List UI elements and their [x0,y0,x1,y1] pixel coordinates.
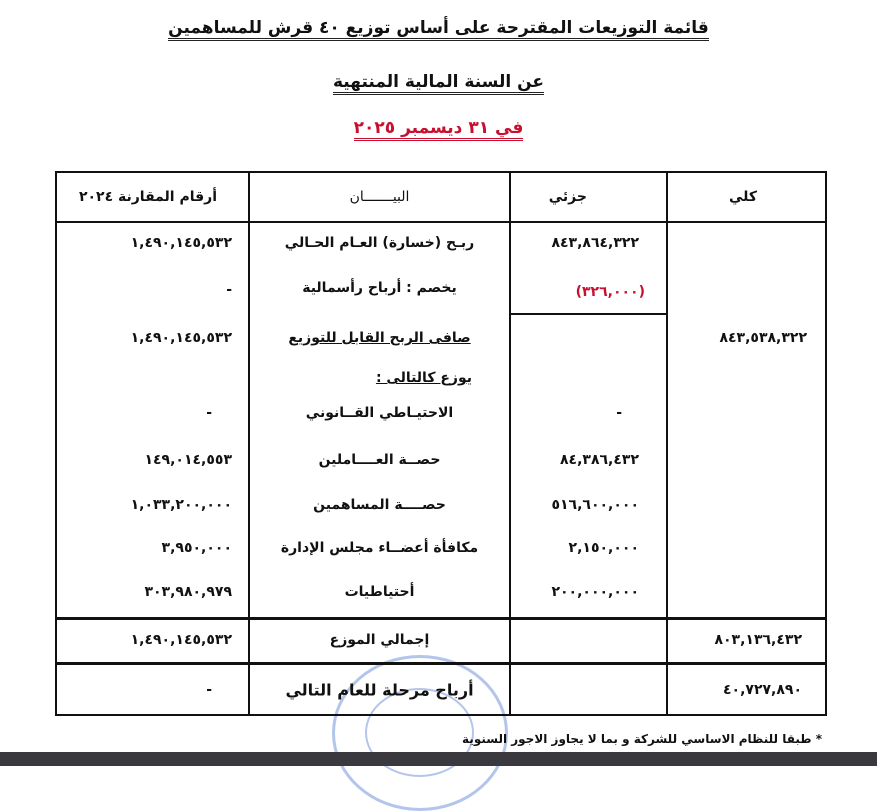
row-comparative: - [206,405,212,421]
row-partial: (٣٢٦,٠٠٠) [575,284,645,300]
row-description: حصــة العــــاملين [318,452,441,468]
row-description: يوزع كالتالى : [375,370,472,386]
row-comparative: ٣٠٣,٩٨٠,٩٧٩ [144,584,232,600]
header-description: البيـــــــان [349,189,410,205]
doc-subtitle: عن السنة المالية المنتهية [0,72,877,95]
row-description: ربـح (خسارة) العـام الحـالي [284,235,475,251]
row-comparative: ١,٠٣٣,٢٠٠,٠٠٠ [130,497,232,513]
total-distributed-label: إجمالي الموزع [329,632,430,648]
row-description: مكافأة أعضــاء مجلس الإدارة [280,540,479,556]
row-partial: ٨٤,٣٨٦,٤٣٢ [560,452,639,468]
total-distributed-value: ٨٠٣,١٣٦,٤٣٢ [714,632,802,648]
row-description: صافى الربح القابل للتوزيع [288,330,471,346]
row-comparative: ١,٤٩٠,١٤٥,٥٣٢ [130,330,232,346]
row-partial: ٥١٦,٦٠٠,٠٠٠ [551,497,639,513]
doc-date: في ٣١ ديسمبر ٢٠٢٥ [0,118,877,141]
row-total: ٨٤٣,٥٣٨,٣٢٢ [719,330,807,346]
total-distributed-comparative: ١,٤٩٠,١٤٥,٥٣٢ [130,632,232,648]
row-partial: ٢,١٥٠,٠٠٠ [568,540,639,556]
row-comparative: ١,٤٩٠,١٤٥,٥٣٢ [130,235,232,251]
row-partial: ٢٠٠,٠٠٠,٠٠٠ [551,584,639,600]
row-description: الاحتيـاطي القــانوني [305,405,454,421]
header-comparative: أرقام المقارنة ٢٠٢٤ [78,189,217,205]
footnote: * طبقا للنظام الاساسي للشركة و بما لا يج… [462,732,822,746]
retained-earnings-label: أرباح مرحلة للعام التالي [285,680,474,700]
retained-earnings-comparative: - [206,682,212,698]
row-partial: ٨٤٣,٨٦٤,٣٢٢ [551,235,639,251]
doc-title: قائمة التوزيعات المقترحة على أساس توزيع … [0,18,877,41]
row-description: حصــــة المساهمين [313,497,446,513]
retained-earnings-value: ٤٠,٧٢٧,٨٩٠ [723,682,802,698]
row-comparative: - [226,282,232,298]
header-partial: جزئي [548,189,587,205]
row-comparative: ١٤٩,٠١٤,٥٥٣ [144,452,232,468]
viewer-bottom-bar [0,752,877,766]
row-description: يخصم : أرباح رأسمالية [302,280,457,296]
header-total: كلي [728,189,757,205]
row-description: أحتياطيات [344,584,415,600]
row-partial: - [616,405,622,421]
row-comparative: ٣,٩٥٠,٠٠٠ [161,540,232,556]
